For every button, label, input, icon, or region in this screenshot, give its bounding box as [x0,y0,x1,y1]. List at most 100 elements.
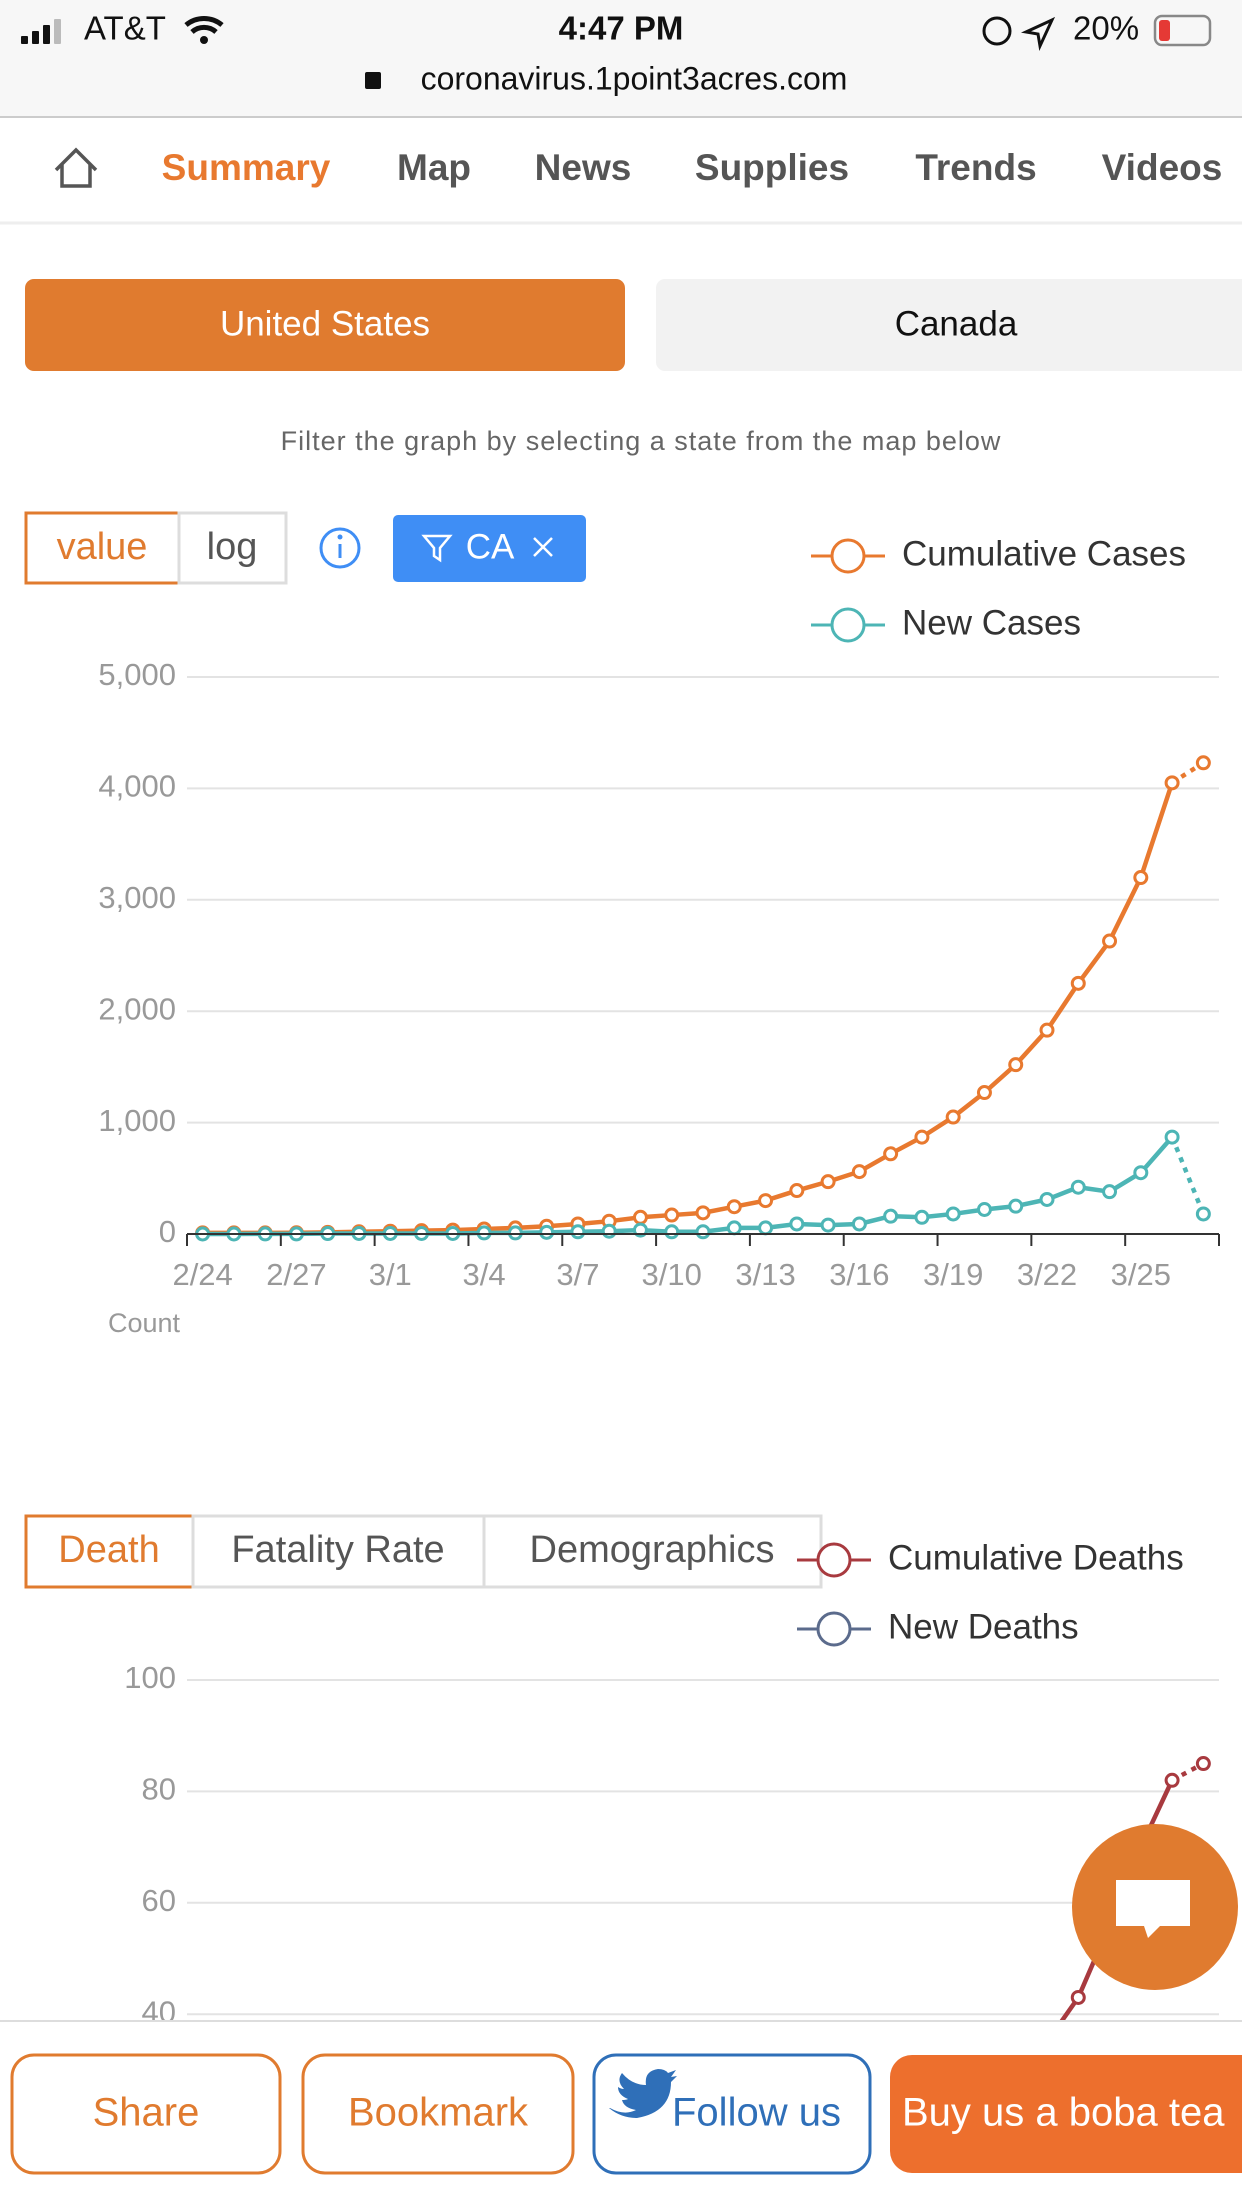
y-tick-label: 40 [142,1994,176,2029]
data-point [945,1109,961,1125]
info-icon-dot [337,534,343,540]
data-point [1102,933,1118,949]
data-point [1008,1198,1024,1214]
toggle-label[interactable]: log [207,526,258,568]
data-point [695,1224,711,1240]
x-tick-label: 3/13 [735,1257,795,1292]
filter-chip[interactable] [393,515,586,582]
rotation-lock-icon [982,16,1012,46]
y-tick-label: 1,000 [98,1103,176,1138]
donate-button[interactable] [890,2055,1242,2173]
wifi-dot [200,36,208,44]
data-point [1133,870,1149,886]
death-tab-label[interactable]: Demographics [530,1529,775,1571]
bookmark-button[interactable] [301,2053,575,2175]
data-point [1195,755,1211,771]
series-line [202,782,1175,1236]
data-point [570,1224,586,1240]
data-point [851,1216,867,1232]
twitter-icon [609,2069,677,2118]
data-point [914,1129,930,1145]
home-icon[interactable] [54,147,98,188]
x-tick-label: 3/1 [369,1257,412,1292]
data-point [539,1224,555,1240]
data-point [1195,1756,1211,1772]
nav-item[interactable]: Supplies [695,147,849,188]
region-tab-active[interactable] [25,279,625,371]
clock: 4:47 PM [559,10,684,47]
chip-close[interactable] [533,537,553,557]
chat-icon [1116,1880,1190,1938]
nav-item[interactable]: Summary [162,147,331,188]
charts: 0 1,000 2,000 3,000 4,000 5,000 2/24 2/27 3/1 3/4… [98,534,1220,2029]
plot-area: 40 60 80 100 [124,1660,1219,2029]
series-line-projected [1170,1136,1206,1215]
y-tick-label: 4,000 [98,769,176,804]
data-point [1070,1179,1086,1195]
data-point [1070,975,1086,991]
battery-icon [1153,14,1212,47]
data-point [1195,1206,1211,1222]
legend-symbol [816,1611,852,1647]
data-point [1070,1989,1086,2005]
series-line [202,1135,1174,1237]
button-label[interactable]: Follow us [672,2091,841,2135]
toggle-log[interactable] [177,511,288,585]
button-label[interactable]: Bookmark [348,2091,529,2135]
y-tick-label: 3,000 [98,880,176,915]
data-point [507,1225,523,1241]
signal-icon [21,19,61,44]
legend-label: Cumulative Deaths [888,1538,1184,1577]
button-label[interactable]: Share [93,2091,200,2135]
toggle-value[interactable] [24,511,181,585]
data-point [1102,1184,1118,1200]
x-tick-label: 3/10 [642,1257,702,1292]
data-point [1039,1022,1055,1038]
data-point [789,1216,805,1232]
data-point [476,1225,492,1241]
data-point [851,1164,867,1180]
y-tick-label: 5,000 [98,657,176,692]
data-point [820,1217,836,1233]
chart: 40 60 80 100 Cumulative Deaths New Deaths [124,1538,1219,2029]
x-tick-label: 3/25 [1111,1257,1171,1292]
share-button[interactable] [10,2053,282,2175]
death-tab-active[interactable] [24,1514,195,1589]
y-tick-label: 60 [142,1883,176,1918]
filter-icon [421,534,453,563]
death-tab[interactable] [191,1514,486,1589]
info-icon[interactable] [319,527,361,569]
region-tab-label[interactable]: United States [220,304,430,343]
data-point [664,1207,680,1223]
death-tab-label[interactable]: Death [58,1529,159,1571]
wifi-icon [184,16,224,34]
data-point [1039,1191,1055,1207]
x-tick-label: 3/7 [556,1257,599,1292]
nav-item[interactable]: News [535,147,632,188]
legend-label: Cumulative Cases [902,534,1186,573]
toggle-label[interactable]: value [57,526,148,568]
data-point [632,1209,648,1225]
nav-item[interactable]: Trends [915,147,1036,188]
legend-symbol [816,1542,852,1578]
region-tab[interactable] [656,279,1242,371]
filter-chip-label: CA [466,527,515,566]
death-tab[interactable] [482,1514,823,1589]
legend-label: New Deaths [888,1607,1079,1646]
data-point [976,1085,992,1101]
y-tick-label: 100 [124,1660,176,1695]
y-tick-label: 2,000 [98,991,176,1026]
location-icon [1020,16,1056,52]
nav-item[interactable]: Videos [1102,147,1223,188]
data-point [914,1209,930,1225]
y-axis-label: Count [108,1308,181,1338]
nav-item[interactable]: Map [397,147,471,188]
death-tab-label[interactable]: Fatality Rate [231,1529,444,1571]
data-point [883,1146,899,1162]
plot-area: 0 1,000 2,000 3,000 4,000 5,000 [98,657,1219,1249]
x-tick-label: 3/4 [463,1257,506,1292]
region-tab-label[interactable]: Canada [895,304,1018,343]
y-tick-label: 80 [142,1772,176,1807]
button-label[interactable]: Buy us a boba tea [902,2091,1225,2135]
